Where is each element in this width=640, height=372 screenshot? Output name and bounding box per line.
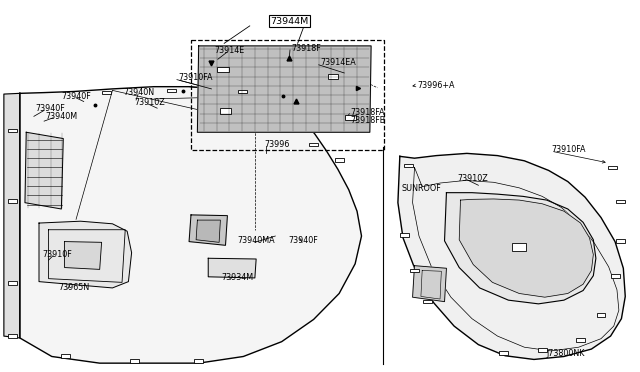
Text: 73944M: 73944M: [270, 17, 308, 26]
Bar: [423, 300, 432, 304]
Polygon shape: [208, 258, 256, 278]
Bar: [8, 129, 17, 132]
Bar: [608, 166, 617, 169]
Bar: [512, 243, 526, 251]
Bar: [499, 351, 508, 355]
Bar: [237, 90, 246, 93]
Text: 73918FA: 73918FA: [351, 108, 385, 117]
Bar: [576, 338, 585, 341]
Bar: [596, 313, 605, 317]
Text: 73965N: 73965N: [58, 283, 90, 292]
Bar: [404, 164, 413, 167]
Polygon shape: [197, 46, 371, 132]
Bar: [328, 74, 338, 79]
Polygon shape: [20, 87, 362, 363]
Bar: [400, 233, 409, 237]
Polygon shape: [65, 241, 102, 269]
Bar: [309, 142, 318, 146]
Text: 73940M: 73940M: [45, 112, 77, 121]
Text: 73918F: 73918F: [291, 44, 321, 53]
Bar: [8, 199, 17, 203]
Polygon shape: [460, 199, 593, 297]
Text: 73940F: 73940F: [36, 105, 65, 113]
Bar: [194, 359, 203, 363]
Text: 73918FB: 73918FB: [351, 116, 386, 125]
Bar: [410, 269, 419, 272]
Bar: [61, 354, 70, 357]
Polygon shape: [189, 215, 227, 245]
Polygon shape: [39, 221, 132, 288]
Text: 73940MA: 73940MA: [237, 236, 275, 246]
Text: 73910FA: 73910FA: [178, 73, 212, 82]
Text: 73940F: 73940F: [61, 92, 91, 101]
Bar: [8, 281, 17, 285]
Bar: [345, 115, 356, 120]
Text: 73996+A: 73996+A: [417, 81, 454, 90]
Polygon shape: [445, 193, 596, 304]
Text: 73996: 73996: [264, 140, 290, 149]
Polygon shape: [4, 93, 20, 338]
Text: 73940N: 73940N: [124, 88, 154, 97]
Polygon shape: [196, 220, 220, 242]
Bar: [335, 158, 344, 162]
Bar: [8, 334, 17, 338]
Bar: [168, 89, 176, 92]
Text: 73934M: 73934M: [221, 273, 253, 282]
Text: 73914EA: 73914EA: [320, 58, 356, 67]
Bar: [538, 348, 547, 352]
Text: 73940F: 73940F: [288, 236, 318, 246]
Polygon shape: [398, 153, 625, 359]
Text: 73910Z: 73910Z: [458, 174, 488, 183]
Text: J73800NK: J73800NK: [547, 349, 585, 358]
Bar: [102, 91, 111, 94]
Bar: [191, 39, 384, 150]
Bar: [616, 200, 625, 203]
Bar: [616, 239, 625, 243]
Polygon shape: [413, 266, 447, 302]
Bar: [217, 67, 228, 72]
Text: SUNROOF: SUNROOF: [402, 185, 442, 193]
Polygon shape: [25, 132, 63, 209]
Bar: [611, 274, 620, 278]
Text: 73910F: 73910F: [42, 250, 72, 259]
Bar: [131, 359, 140, 363]
Text: 73910FA: 73910FA: [551, 145, 586, 154]
Text: 73914E: 73914E: [214, 46, 245, 55]
Text: 73910Z: 73910Z: [135, 98, 166, 107]
Bar: [220, 108, 231, 114]
